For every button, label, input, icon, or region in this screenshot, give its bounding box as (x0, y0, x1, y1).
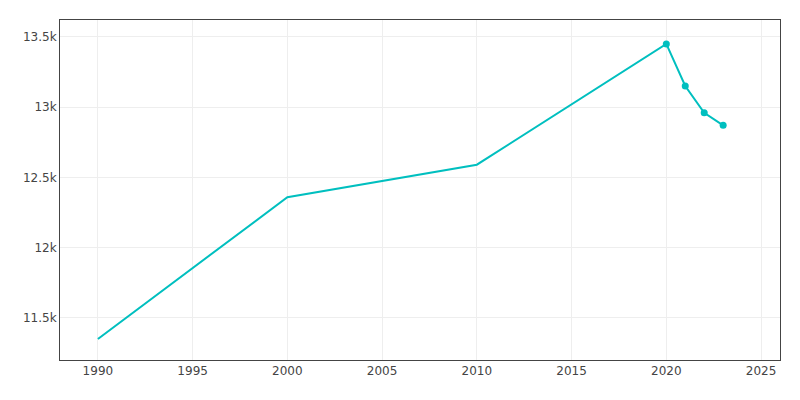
svg-text:12k: 12k (34, 241, 56, 255)
svg-text:2015: 2015 (556, 364, 587, 378)
svg-text:12.5k: 12.5k (23, 171, 57, 185)
svg-text:2020: 2020 (651, 364, 682, 378)
svg-text:2005: 2005 (367, 364, 398, 378)
svg-text:2010: 2010 (462, 364, 493, 378)
svg-text:13.5k: 13.5k (23, 30, 57, 44)
svg-text:2025: 2025 (746, 364, 777, 378)
svg-text:1990: 1990 (83, 364, 114, 378)
svg-text:1995: 1995 (177, 364, 208, 378)
svg-text:2000: 2000 (272, 364, 303, 378)
svg-text:13k: 13k (34, 100, 56, 114)
svg-text:11.5k: 11.5k (23, 311, 57, 325)
